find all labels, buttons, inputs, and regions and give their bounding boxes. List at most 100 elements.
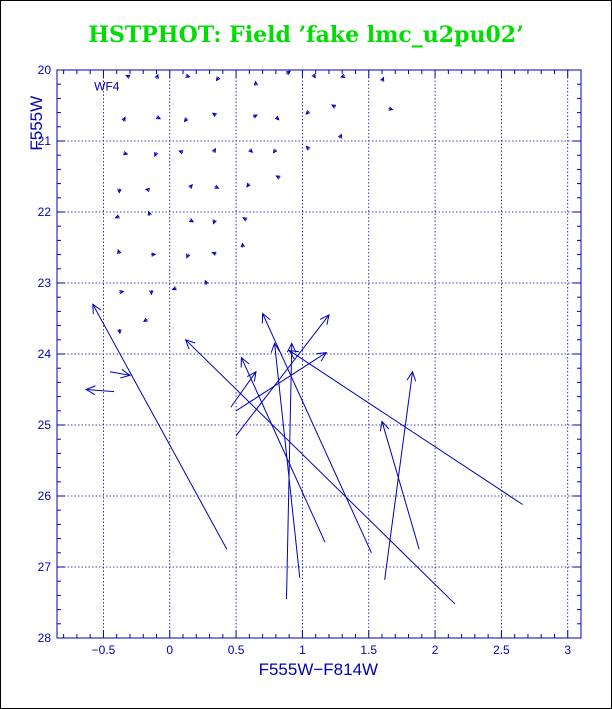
small-marker [178,150,184,155]
small-marker [242,217,248,222]
marker-head [215,76,221,82]
y-tick-label: 20 [38,63,52,77]
marker-head [117,329,122,335]
chart-title: HSTPHOT: Field ’fake lmc_u2pu02’ [88,22,524,48]
small-marker [212,219,217,225]
small-marker [215,76,221,82]
marker-head [156,115,162,120]
marker-head [242,217,248,222]
vector-arrowhead [406,370,417,382]
x-tick-label: 0.5 [228,643,245,657]
vector-arrow [285,342,297,599]
x-tick-label: 2 [432,643,439,657]
small-marker [331,104,337,109]
marker-head [272,148,278,154]
small-marker [211,112,217,117]
small-marker [154,73,159,79]
marker-head [143,317,148,323]
marker-head [285,70,291,76]
small-marker [144,187,150,193]
marker-head [337,133,343,139]
small-markers [114,70,394,335]
vector-line [230,371,257,408]
small-marker [272,148,278,154]
marker-head [147,210,152,216]
small-marker [285,70,291,76]
x-tick-label: 3 [564,643,571,657]
small-marker [117,329,122,335]
small-marker [123,151,129,156]
small-marker [305,145,311,151]
vector-arrowhead [120,369,132,379]
vector-line [240,357,326,543]
vector-arrow [261,312,372,554]
small-marker [151,252,157,257]
vector-arrow [92,303,228,550]
small-marker [183,117,189,123]
vector-arrow [85,385,115,395]
vector-line [109,371,131,376]
y-tick-label: 26 [38,489,52,503]
small-marker [204,279,209,285]
marker-head [252,114,258,119]
small-marker [274,115,280,121]
vector-line [384,371,414,580]
vector-arrowhead [261,312,271,324]
vector-arrow [240,356,326,543]
marker-head [144,187,150,193]
small-marker [214,184,220,189]
small-marker [143,317,148,323]
marker-head [211,147,216,153]
vector-arrow [270,342,301,578]
small-marker [311,73,316,79]
marker-head [214,184,220,189]
marker-head [125,74,131,79]
small-marker [185,73,191,78]
y-tick-label: 23 [38,276,52,290]
small-marker [147,210,152,216]
small-marker [305,110,311,115]
marker-head [305,110,311,115]
x-tick-label: 1.5 [360,643,377,657]
marker-head [204,279,209,285]
marker-head [305,145,311,151]
marker-head [189,218,195,223]
marker-head [246,182,251,188]
marker-head [151,252,157,257]
vector-arrow [288,349,523,505]
marker-head [183,117,189,123]
marker-head [154,151,159,157]
small-marker [340,73,346,78]
vector-arrow [230,370,257,408]
marker-head [253,80,259,86]
marker-head [388,106,394,111]
small-marker [337,133,343,139]
vector-line [235,352,327,412]
marker-head [211,251,217,256]
x-tick-label: 0 [166,643,173,657]
small-marker [125,74,131,79]
vector-arrowhead [85,385,96,395]
marker-head [188,183,193,189]
minor-ticks [57,69,582,639]
vector-line [86,389,115,393]
marker-head [149,290,154,296]
vector-line [274,343,301,578]
vector-arrowhead [286,342,297,353]
small-marker [211,147,216,153]
small-marker [275,175,281,180]
small-marker [171,286,177,291]
y-tick-label: 27 [38,560,52,574]
small-marker [248,148,254,153]
vector-arrow [184,338,456,605]
vector-line [185,339,456,605]
marker-head [211,112,217,117]
vector-arrow [235,314,330,436]
vector-arrowhead [288,349,300,360]
y-tick-label: 25 [38,418,52,432]
marker-head [121,116,126,122]
marker-head [154,73,159,79]
small-marker [114,214,120,219]
displacement-vectors [85,303,523,605]
vector-line [235,314,330,436]
